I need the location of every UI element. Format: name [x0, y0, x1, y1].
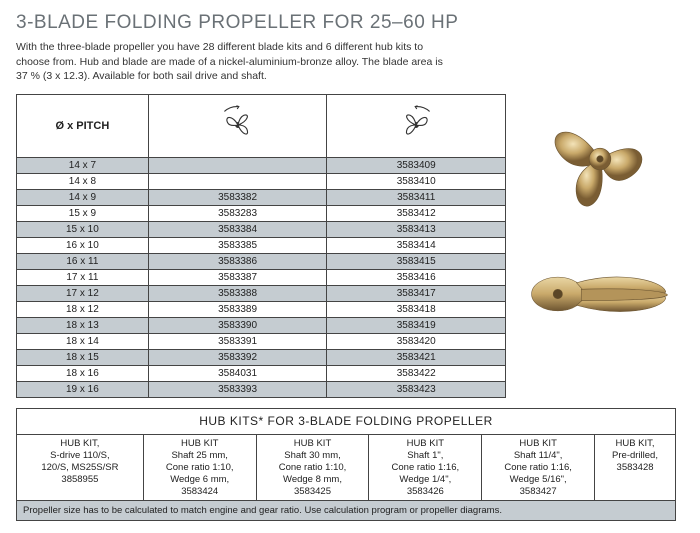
product-photo-column [516, 94, 684, 344]
hub-kits-title: HUB KITS* FOR 3-BLADE FOLDING PROPELLER [17, 409, 676, 435]
pitch-cell: 17 x 12 [17, 286, 149, 302]
table-row: 17 x 1135833873583416 [17, 270, 506, 286]
hub-kit-cell: HUB KITShaft 25 mm,Cone ratio 1:10,Wedge… [143, 435, 256, 501]
table-row: 19 x 1635833933583423 [17, 382, 506, 398]
table-row: 18 x 1335833903583419 [17, 318, 506, 334]
ccw-partno-cell: 3583386 [148, 254, 327, 270]
cw-partno-cell: 3583419 [327, 318, 506, 334]
ccw-partno-cell: 3583392 [148, 350, 327, 366]
ccw-header-icon-cell [148, 95, 327, 158]
cw-partno-cell: 3583410 [327, 174, 506, 190]
ccw-partno-cell: 3583387 [148, 270, 327, 286]
cw-partno-cell: 3583415 [327, 254, 506, 270]
ccw-partno-cell [148, 174, 327, 190]
ccw-partno-cell: 3583283 [148, 206, 327, 222]
pitch-cell: 18 x 12 [17, 302, 149, 318]
cw-partno-cell: 3583409 [327, 158, 506, 174]
hub-kits-table: HUB KITS* FOR 3-BLADE FOLDING PROPELLER … [16, 408, 676, 501]
cw-partno-cell: 3583414 [327, 238, 506, 254]
table-row: 15 x 935832833583412 [17, 206, 506, 222]
pitch-table-header-row: Ø x PITCH [17, 95, 506, 158]
pitch-table-body: 14 x 7358340914 x 8358341014 x 935833823… [17, 158, 506, 398]
hub-kits-row: HUB KIT,S-drive 110/S,120/S, MS25S/SR385… [17, 435, 676, 501]
ccw-partno-cell: 3583384 [148, 222, 327, 238]
ccw-partno-cell: 3583390 [148, 318, 327, 334]
pitch-cell: 15 x 10 [17, 222, 149, 238]
table-row: 18 x 1535833923583421 [17, 350, 506, 366]
ccw-partno-cell: 3583385 [148, 238, 327, 254]
hub-kit-cell: HUB KITShaft 1",Cone ratio 1:16,Wedge 1/… [369, 435, 482, 501]
pitch-cell: 18 x 14 [17, 334, 149, 350]
cw-partno-cell: 3583413 [327, 222, 506, 238]
hub-kit-cell: HUB KIT,S-drive 110/S,120/S, MS25S/SR385… [17, 435, 144, 501]
pitch-cell: 18 x 13 [17, 318, 149, 334]
page-title: 3-BLADE FOLDING PROPELLER FOR 25–60 HP [16, 12, 684, 34]
cw-header-icon-cell [327, 95, 506, 158]
footnote: Propeller size has to be calculated to m… [16, 501, 676, 521]
propeller-cw-icon [396, 105, 436, 145]
pitch-cell: 14 x 7 [17, 158, 149, 174]
cw-partno-cell: 3583418 [327, 302, 506, 318]
propeller-open-photo [525, 94, 675, 224]
hub-kit-cell: HUB KITShaft 30 mm,Cone ratio 1:10,Wedge… [256, 435, 369, 501]
pitch-cell: 18 x 16 [17, 366, 149, 382]
table-row: 16 x 1135833863583415 [17, 254, 506, 270]
pitch-cell: 19 x 16 [17, 382, 149, 398]
ccw-partno-cell [148, 158, 327, 174]
main-content-row: Ø x PITCH [16, 94, 684, 398]
description-text: With the three-blade propeller you have … [16, 40, 446, 84]
table-row: 18 x 1435833913583420 [17, 334, 506, 350]
propeller-ccw-icon [218, 105, 258, 145]
ccw-partno-cell: 3583389 [148, 302, 327, 318]
cw-partno-cell: 3583412 [327, 206, 506, 222]
table-row: 14 x 8 3583410 [17, 174, 506, 190]
ccw-partno-cell: 3583382 [148, 190, 327, 206]
cw-partno-cell: 3583417 [327, 286, 506, 302]
table-row: 16 x 1035833853583414 [17, 238, 506, 254]
hub-kit-cell: HUB KITShaft 11/4",Cone ratio 1:16,Wedge… [482, 435, 595, 501]
pitch-cell: 18 x 15 [17, 350, 149, 366]
cw-partno-cell: 3583420 [327, 334, 506, 350]
ccw-partno-cell: 3584031 [148, 366, 327, 382]
propeller-folded-photo [525, 244, 675, 344]
pitch-cell: 15 x 9 [17, 206, 149, 222]
cw-partno-cell: 3583422 [327, 366, 506, 382]
cw-partno-cell: 3583416 [327, 270, 506, 286]
ccw-partno-cell: 3583388 [148, 286, 327, 302]
pitch-cell: 16 x 11 [17, 254, 149, 270]
pitch-cell: 17 x 11 [17, 270, 149, 286]
table-row: 18 x 1635840313583422 [17, 366, 506, 382]
table-row: 14 x 7 3583409 [17, 158, 506, 174]
pitch-cell: 14 x 9 [17, 190, 149, 206]
table-row: 18 x 1235833893583418 [17, 302, 506, 318]
hub-kit-cell: HUB KIT,Pre-drilled,3583428 [595, 435, 676, 501]
table-row: 15 x 1035833843583413 [17, 222, 506, 238]
pitch-cell: 16 x 10 [17, 238, 149, 254]
cw-partno-cell: 3583411 [327, 190, 506, 206]
table-row: 14 x 935833823583411 [17, 190, 506, 206]
pitch-table: Ø x PITCH [16, 94, 506, 398]
table-row: 17 x 1235833883583417 [17, 286, 506, 302]
cw-partno-cell: 3583423 [327, 382, 506, 398]
cw-partno-cell: 3583421 [327, 350, 506, 366]
pitch-cell: 14 x 8 [17, 174, 149, 190]
pitch-header-label: Ø x PITCH [17, 95, 149, 158]
ccw-partno-cell: 3583391 [148, 334, 327, 350]
ccw-partno-cell: 3583393 [148, 382, 327, 398]
